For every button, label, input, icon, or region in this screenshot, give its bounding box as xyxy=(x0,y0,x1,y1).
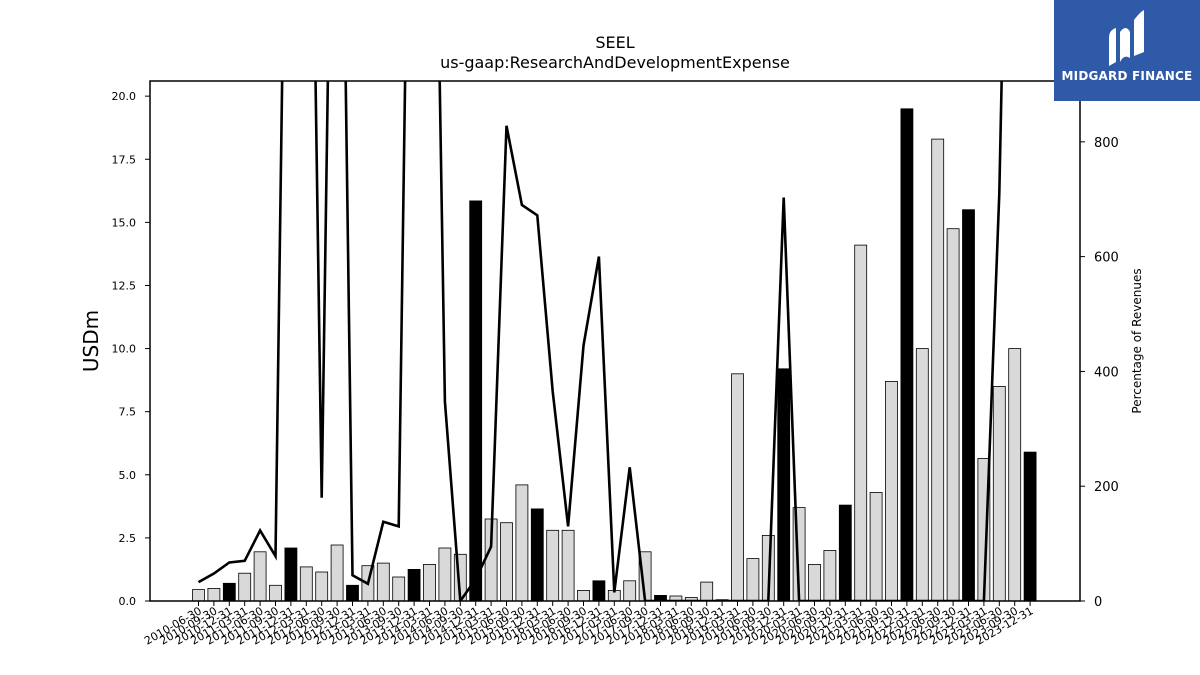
bar xyxy=(284,547,298,602)
bar xyxy=(192,589,205,602)
bar xyxy=(238,572,252,602)
bar xyxy=(946,228,960,602)
bar xyxy=(992,385,1006,602)
logo-mark-icon xyxy=(1109,10,1144,66)
bar xyxy=(407,569,421,602)
bar xyxy=(500,522,513,602)
y-tick-label: 2.5 xyxy=(119,532,137,545)
logo-text: MIDGARD FINANCE xyxy=(1061,69,1193,83)
bar xyxy=(900,108,914,602)
bar xyxy=(746,558,760,602)
y-tick-label: 10.0 xyxy=(112,343,137,356)
bar xyxy=(546,529,560,602)
bar xyxy=(469,200,483,602)
y-tick-label: 17.5 xyxy=(112,153,137,166)
y-tick-label: 5.0 xyxy=(119,469,137,482)
bar xyxy=(423,564,436,602)
bar xyxy=(515,484,529,602)
bar xyxy=(530,508,544,602)
y-axis-label: USDm xyxy=(79,310,103,372)
bar xyxy=(777,368,791,602)
bar xyxy=(346,584,359,602)
bar xyxy=(561,529,575,602)
bar xyxy=(931,138,945,602)
bar xyxy=(915,348,929,602)
bar xyxy=(592,580,606,602)
chart-subtitle: us-gaap:ResearchAndDevelopmentExpense xyxy=(440,53,790,72)
bar xyxy=(854,244,868,602)
bar xyxy=(869,492,883,602)
bar xyxy=(700,581,714,602)
plot-frame xyxy=(149,80,1081,602)
y-tick-label: 12.5 xyxy=(112,279,137,292)
bar xyxy=(823,550,837,602)
bar xyxy=(330,544,344,602)
bar xyxy=(577,590,590,602)
y-tick-label: 15.0 xyxy=(112,216,137,229)
bar xyxy=(222,582,236,602)
y2-tick-label: 800 xyxy=(1094,136,1119,151)
y2-tick-label: 600 xyxy=(1094,251,1119,266)
bar xyxy=(299,566,313,602)
y2-tick-label: 200 xyxy=(1094,480,1119,495)
bar-series xyxy=(192,108,1037,602)
bar xyxy=(315,571,329,602)
y-axis-right: 0 200 400 600 800 xyxy=(1080,136,1119,610)
bar xyxy=(731,373,744,602)
logo: MIDGARD FINANCE xyxy=(1054,0,1200,101)
bar xyxy=(438,547,452,602)
y2-tick-label: 0 xyxy=(1094,595,1102,610)
bar xyxy=(1008,348,1022,602)
y2-tick-label: 400 xyxy=(1094,365,1119,380)
bar xyxy=(962,209,975,602)
bar xyxy=(838,504,852,602)
y-tick-label: 20.0 xyxy=(112,90,137,103)
y-tick-label: 7.5 xyxy=(119,406,137,419)
bar xyxy=(207,588,221,602)
y-axis-left: 0.0 2.5 5.0 7.5 10.0 12.5 15.0 17.5 20.0 xyxy=(112,90,150,608)
x-axis: 2010-06-302010-09-302010-12-312011-03-31… xyxy=(142,601,1036,648)
line-series xyxy=(197,81,1003,601)
bar xyxy=(392,576,406,602)
bar xyxy=(269,584,282,602)
bar xyxy=(808,564,821,602)
bar xyxy=(1023,451,1037,602)
line-path xyxy=(197,81,1003,601)
bar xyxy=(623,580,637,602)
bar xyxy=(253,551,267,602)
bar xyxy=(376,562,390,602)
chart-title: SEEL xyxy=(595,33,634,52)
y2-axis-label: Percentage of Revenues xyxy=(1130,268,1144,413)
bar xyxy=(885,380,898,602)
y-tick-label: 0.0 xyxy=(119,595,137,608)
